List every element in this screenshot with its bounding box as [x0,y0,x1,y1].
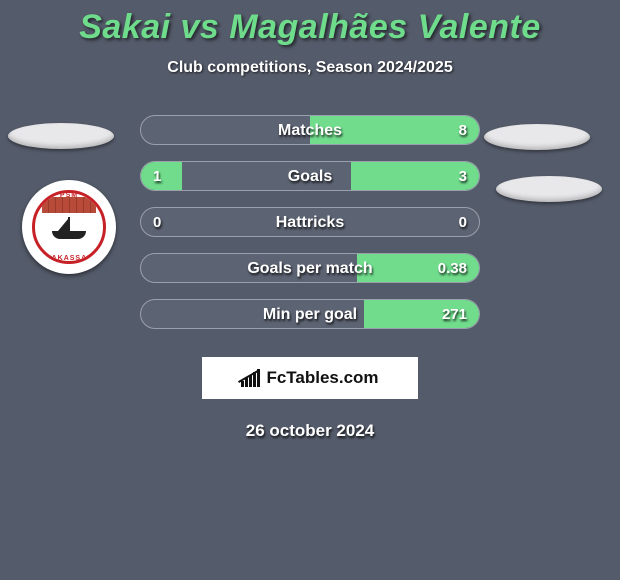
content-area: Sakai vs Magalhães Valente Club competit… [0,0,620,441]
stat-label: Goals [141,162,479,191]
stat-row: 271Min per goal [0,299,620,345]
stat-bar: 0.38Goals per match [140,253,480,283]
stat-row: 00Hattricks [0,207,620,253]
stat-label: Hattricks [141,208,479,237]
stats-list: 8Matches 13Goals 00Hattricks 0.38Goals per … [0,115,620,345]
logo-chart-icon [241,369,260,387]
stat-bar: 00Hattricks [140,207,480,237]
stat-row: 0.38Goals per match [0,253,620,299]
stat-label: Min per goal [141,300,479,329]
stat-bar: 271Min per goal [140,299,480,329]
logo-text: FcTables.com [266,368,378,388]
stat-bar: 13Goals [140,161,480,191]
stat-label: Matches [141,116,479,145]
page-title: Sakai vs Magalhães Valente [0,8,620,47]
date-label: 26 october 2024 [0,421,620,441]
stat-row: 8Matches [0,115,620,161]
stat-bar: 8Matches [140,115,480,145]
stat-label: Goals per match [141,254,479,283]
site-logo[interactable]: FcTables.com [202,357,418,399]
stat-row: 13Goals [0,161,620,207]
page-subtitle: Club competitions, Season 2024/2025 [0,59,620,77]
